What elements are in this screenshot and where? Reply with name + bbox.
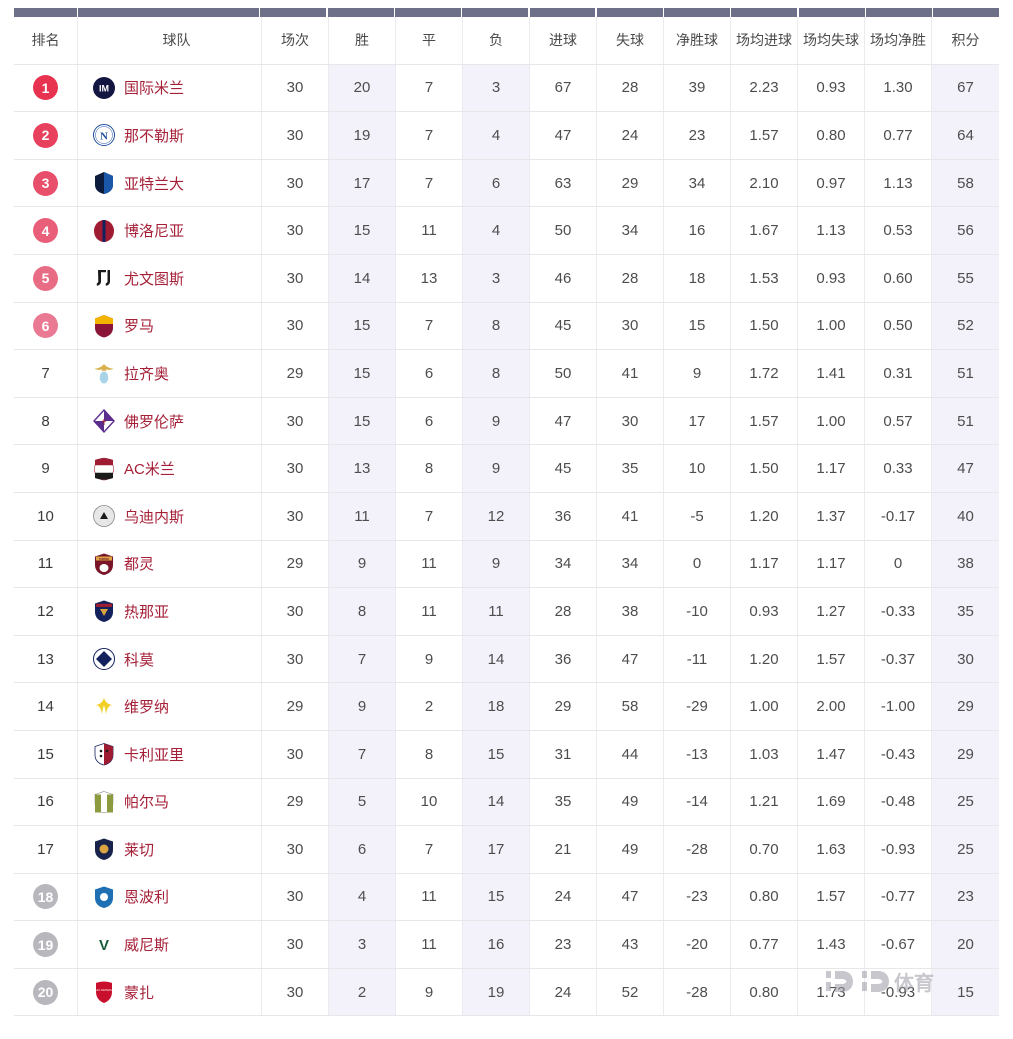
svg-text:V: V — [99, 937, 109, 954]
svg-text:N: N — [100, 131, 108, 143]
svg-text:✝: ✝ — [101, 418, 108, 427]
svg-text:AC MONZA: AC MONZA — [96, 988, 112, 992]
svg-text:IM: IM — [99, 83, 109, 93]
svg-text:TORINO: TORINO — [99, 557, 109, 561]
svg-text:体育: 体育 — [894, 971, 934, 995]
